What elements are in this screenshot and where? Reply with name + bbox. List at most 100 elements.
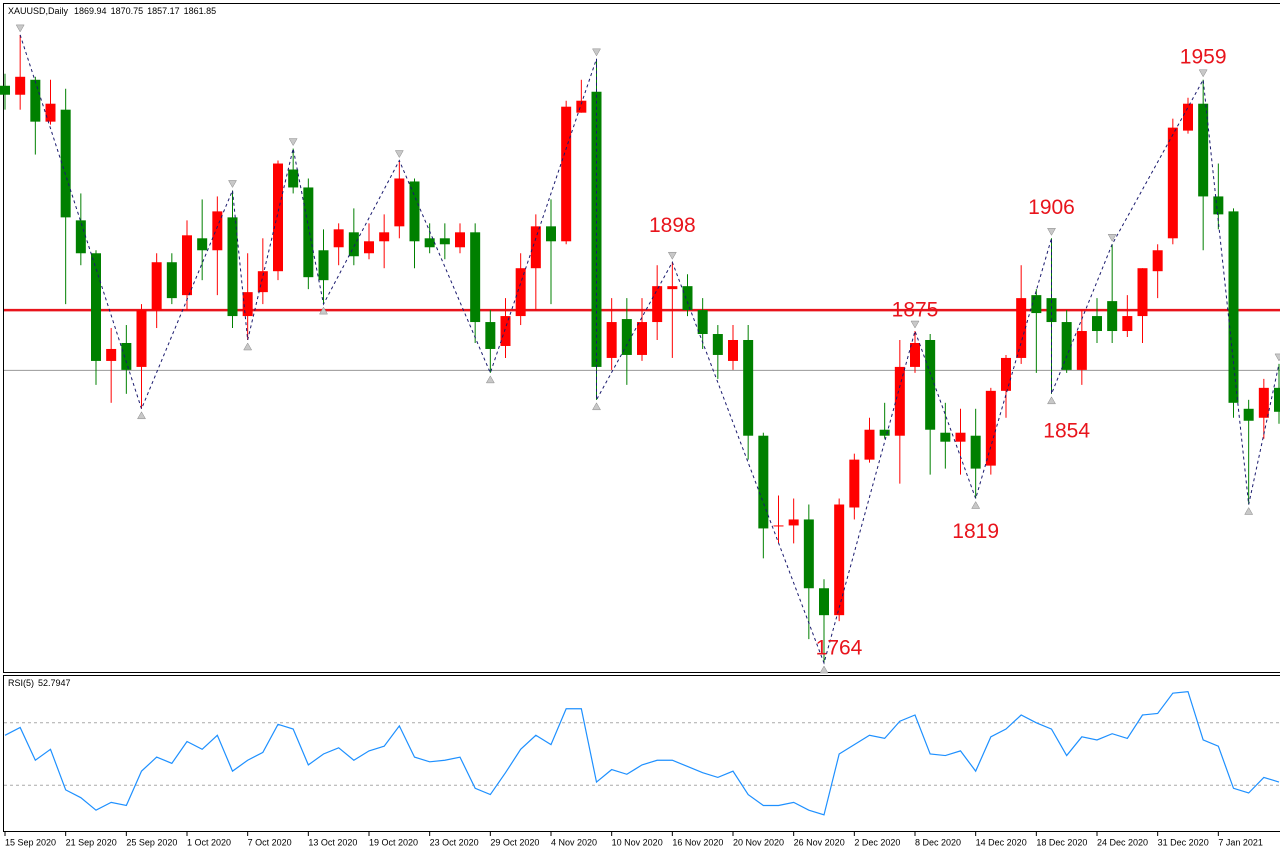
quote-close: 1861.85 (184, 6, 217, 16)
candle-body (834, 504, 845, 616)
price-annotation: 1959 (1180, 45, 1227, 68)
candle-body (530, 226, 541, 269)
price-annotation: 1898 (649, 214, 696, 237)
candle-body (728, 339, 738, 361)
fractal-arrow (819, 665, 829, 674)
candle-body (697, 310, 708, 335)
candle-body (758, 435, 769, 529)
x-tick-label: 23 Oct 2020 (430, 837, 479, 847)
candle-body (712, 334, 723, 355)
candle-body (409, 181, 420, 242)
fractal-arrow (228, 180, 237, 188)
fractal-arrow (243, 342, 253, 351)
rsi-current: 52.7947 (38, 678, 71, 688)
candle-body (303, 187, 314, 278)
candle-body (1122, 316, 1133, 332)
price-annotation: 1819 (952, 520, 999, 543)
candle-body (1137, 268, 1148, 317)
fractal-arrow (1107, 234, 1117, 242)
candle-body (75, 220, 86, 254)
candle-body (561, 106, 572, 242)
x-tick-label: 19 Oct 2020 (369, 837, 418, 847)
candle-body (151, 262, 162, 311)
fractal-arrow (15, 24, 25, 33)
fractal-arrow (1244, 506, 1254, 515)
candle-body (30, 79, 41, 122)
rsi-panel-frame (3, 675, 1280, 832)
fractal-arrow (592, 402, 601, 411)
candle-body (1092, 316, 1102, 332)
x-tick-label: 24 Dec 2020 (1097, 837, 1148, 847)
x-tick-label: 10 Nov 2020 (612, 837, 663, 847)
candle-body (348, 232, 359, 257)
candle-body (15, 76, 26, 95)
candle-body (318, 250, 329, 281)
candle-body (242, 292, 253, 317)
candle-body (136, 310, 147, 367)
candle-body (819, 588, 829, 616)
candle-body (894, 366, 905, 436)
candle-body (621, 319, 632, 355)
candle-body (682, 286, 693, 311)
candle-body (1198, 103, 1209, 197)
fractal-arrow (1047, 228, 1056, 236)
rsi-header: RSI(5) 52.7947 (8, 678, 71, 688)
fractal-arrow (1198, 69, 1208, 78)
candle-body (1016, 298, 1027, 358)
candle-body (379, 232, 390, 242)
candle-body (500, 316, 511, 346)
candle-body (45, 103, 56, 122)
candle-body (925, 339, 936, 430)
x-tick-label: 7 Jan 2021 (1218, 837, 1263, 847)
candle-body (879, 429, 890, 436)
candle-body (1107, 301, 1118, 332)
quote-high: 1870.75 (111, 6, 144, 16)
candle-body (364, 241, 374, 254)
candle-body (940, 432, 951, 442)
candle-body (121, 342, 132, 370)
price-annotation: 1875 (892, 299, 939, 322)
fractal-arrow (910, 320, 920, 329)
candle-body (849, 459, 860, 508)
candle-body (955, 432, 966, 442)
quote-open: 1869.94 (74, 6, 107, 16)
fractal-arrow (137, 411, 146, 420)
x-tick-label: 25 Sep 2020 (126, 837, 177, 847)
candle-body (106, 348, 117, 361)
x-tick-label: 2 Dec 2020 (854, 837, 900, 847)
candle-body (182, 235, 192, 296)
price-annotation: 1764 (816, 637, 863, 660)
candle-body (485, 322, 496, 349)
candle-body (1167, 127, 1178, 239)
candle-body (606, 322, 617, 358)
price-annotation: 1906 (1028, 196, 1075, 219)
candle-body (257, 271, 268, 293)
fractal-arrow (667, 251, 677, 260)
candle-body (652, 286, 663, 323)
candle-body (91, 253, 101, 361)
x-tick-label: 1 Oct 2020 (187, 837, 231, 847)
candle-body (1001, 357, 1011, 391)
fractal-arrow (319, 306, 328, 315)
candle-body (1228, 211, 1239, 403)
candle-body (1061, 322, 1072, 370)
candle-body (803, 519, 814, 589)
candle-body (743, 339, 754, 436)
candle-body (788, 519, 799, 526)
x-tick-label: 16 Nov 2020 (672, 837, 723, 847)
zigzag-line (19, 34, 1280, 665)
candle-body (424, 238, 435, 248)
x-tick-label: 14 Dec 2020 (976, 837, 1027, 847)
candle-body (985, 390, 996, 466)
candle-body (227, 217, 238, 317)
x-tick-label: 8 Dec 2020 (915, 837, 961, 847)
price-annotation: 1854 (1043, 419, 1090, 442)
candle-body (166, 262, 177, 299)
candle-body (970, 435, 981, 469)
fractal-arrow (485, 375, 495, 384)
rsi-line (4, 690, 1280, 816)
x-tick-label: 21 Sep 2020 (66, 837, 117, 847)
candle-body (394, 178, 405, 227)
candle-body (1076, 331, 1087, 370)
x-tick-label: 20 Nov 2020 (733, 837, 784, 847)
